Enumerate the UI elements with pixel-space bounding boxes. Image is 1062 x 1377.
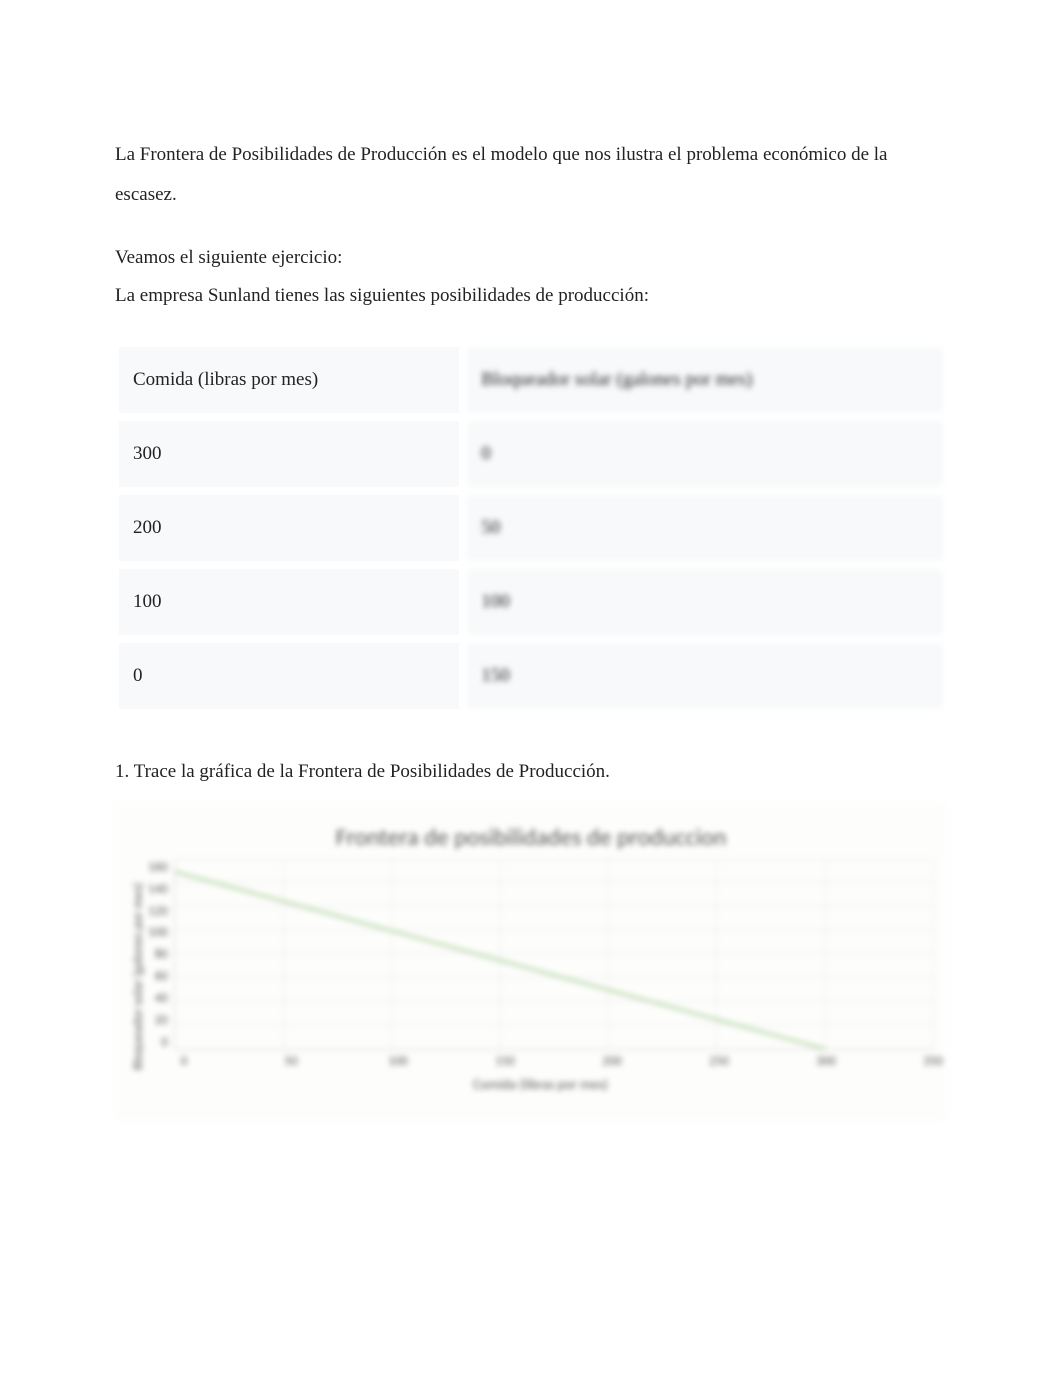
table-row: 200 50 — [115, 491, 947, 565]
y-tick: 100 — [148, 925, 168, 940]
x-tick: 300 — [816, 1054, 836, 1069]
plot-area — [174, 860, 933, 1050]
y-tick: 120 — [148, 904, 168, 919]
x-tick: 50 — [284, 1054, 297, 1069]
y-tick: 40 — [155, 991, 168, 1006]
x-tick: 350 — [923, 1054, 943, 1069]
y-axis-label: Bloqueador solar (galones por mes) — [129, 860, 148, 1093]
cell: 150 — [463, 639, 947, 713]
chart-line — [175, 860, 933, 1049]
x-tick: 250 — [709, 1054, 729, 1069]
y-tick: 60 — [155, 969, 168, 984]
y-tick: 140 — [148, 882, 168, 897]
y-tick: 0 — [161, 1035, 168, 1050]
exercise-sub: La empresa Sunland tienes las siguientes… — [115, 277, 947, 315]
x-tick: 0 — [181, 1054, 188, 1069]
cell: 50 — [463, 491, 947, 565]
col-header-bloqueador: Bloqueador solar (galones por mes) — [463, 343, 947, 417]
cell: 200 — [115, 491, 463, 565]
chart-title: Frontera de posibilidades de produccion — [129, 823, 933, 852]
cell: 100 — [463, 565, 947, 639]
cell: 300 — [115, 417, 463, 491]
x-tick: 200 — [602, 1054, 622, 1069]
x-tick: 100 — [388, 1054, 408, 1069]
y-tick: 160 — [148, 860, 168, 875]
cell: 0 — [115, 639, 463, 713]
y-ticks: 160 140 120 100 80 60 40 20 0 — [148, 860, 174, 1050]
x-tick: 150 — [495, 1054, 515, 1069]
col-header-comida: Comida (libras por mes) — [115, 343, 463, 417]
y-tick: 80 — [155, 947, 168, 962]
table-header-row: Comida (libras por mes) Bloqueador solar… — [115, 343, 947, 417]
x-ticks-row: 050100150200250300350 — [148, 1050, 933, 1070]
exercise-lead: Veamos el siguiente ejercicio: — [115, 239, 947, 277]
cell: 0 — [463, 417, 947, 491]
table-row: 300 0 — [115, 417, 947, 491]
cell: 100 — [115, 565, 463, 639]
y-tick: 20 — [155, 1013, 168, 1028]
table-row: 0 150 — [115, 639, 947, 713]
ppf-chart: Frontera de posibilidades de produccion … — [115, 803, 947, 1121]
intro-paragraph: La Frontera de Posibilidades de Producci… — [115, 135, 947, 215]
x-axis-label: Comida (libras por mes) — [148, 1076, 933, 1093]
production-table: Comida (libras por mes) Bloqueador solar… — [115, 343, 947, 713]
question-1: 1. Trace la gráfica de la Frontera de Po… — [115, 761, 947, 783]
table-row: 100 100 — [115, 565, 947, 639]
